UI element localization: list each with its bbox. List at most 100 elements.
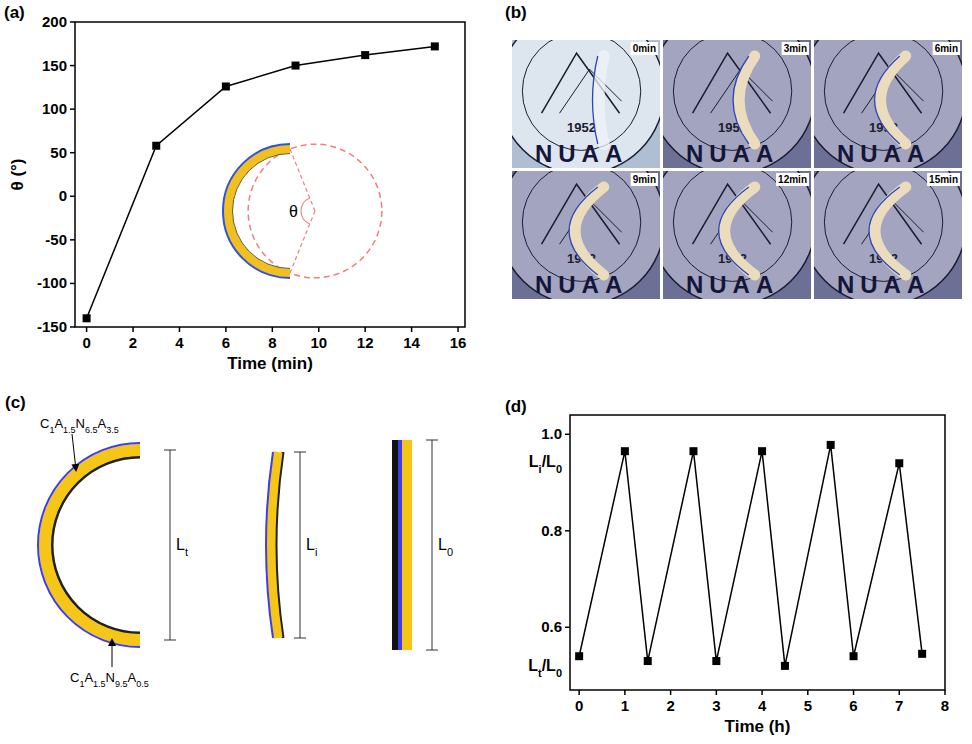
- x-tick: [457, 327, 459, 332]
- data-group: [575, 441, 926, 670]
- photo-frame: 1952NUAA: [814, 40, 962, 168]
- subscript: 3.5: [106, 425, 119, 435]
- subscript: i: [315, 546, 317, 558]
- panel-c: (c)C1A1.5N6.5A3.5C1A1.5N9.5A0.5LtLiL0: [5, 393, 453, 689]
- y-tick-label: 0: [59, 187, 67, 204]
- data-group: [83, 42, 439, 322]
- emblem: [814, 40, 962, 168]
- strip-edge: [733, 56, 749, 144]
- x-tick: [411, 327, 413, 332]
- pointer-arrow: [112, 640, 113, 667]
- data-point: [361, 51, 369, 59]
- y-tick-label: 200: [42, 13, 67, 30]
- y-tick-label: -50: [45, 231, 67, 248]
- text-run: N: [76, 416, 85, 431]
- time-label: 0min: [633, 43, 656, 54]
- y-tick-label: -100: [37, 274, 67, 291]
- dimension-cap: [164, 640, 176, 641]
- strip-edge: [569, 187, 598, 275]
- y-tick: [565, 434, 570, 436]
- photo-frame: 1952NUAA: [814, 171, 962, 299]
- text-run: L: [529, 453, 539, 470]
- data-point: [918, 650, 926, 658]
- y-tick: [70, 196, 75, 198]
- text-run: L: [546, 453, 556, 470]
- x-tick-label: 6: [849, 697, 857, 714]
- data-point: [644, 657, 652, 665]
- inset-diagram: θ: [223, 144, 382, 278]
- emblem: [663, 171, 811, 299]
- data-point: [222, 82, 230, 90]
- dimension-cap: [294, 452, 306, 453]
- emblem: [512, 171, 660, 299]
- emblem: [663, 40, 811, 168]
- strip-dark: [392, 440, 398, 650]
- subscript: 0.5: [136, 679, 149, 689]
- emblem-text: NUAA: [837, 140, 930, 167]
- strip-blue: [266, 452, 273, 638]
- strip-edge: [593, 56, 598, 144]
- theta-label: θ: [289, 203, 298, 220]
- data-point: [575, 652, 583, 660]
- ratio-label: Lt/L0: [528, 657, 562, 679]
- subscript: 9.5: [115, 679, 128, 689]
- data-point: [827, 441, 835, 449]
- dashed-circle: [248, 144, 382, 278]
- y-tick-label: 150: [42, 57, 67, 74]
- dimension-line: [432, 440, 433, 650]
- subscript: t: [185, 546, 188, 558]
- emblem: [512, 40, 660, 168]
- x-tick-label: 8: [268, 334, 276, 351]
- strip-edge: [232, 154, 290, 269]
- panel-b: (b)1952NUAA0min1952NUAA3min1952NUAA6min1…: [499, 3, 967, 305]
- x-tick-label: 5: [804, 697, 812, 714]
- dimension-cap: [164, 450, 176, 451]
- time-label-bg: [782, 42, 809, 55]
- x-tick: [761, 690, 763, 695]
- length-label: L0: [438, 536, 453, 558]
- strip-blue: [38, 443, 140, 647]
- photo-frame: 1952NUAA: [512, 40, 660, 168]
- dimension-cap: [294, 638, 306, 639]
- x-tick: [670, 690, 672, 695]
- y-tick: [70, 21, 75, 23]
- x-tick-label: 2: [666, 697, 674, 714]
- data-point: [781, 662, 789, 670]
- dimension-line: [170, 450, 171, 640]
- data-point: [292, 62, 300, 70]
- strip: [725, 187, 755, 275]
- y-tick-label: 1.0: [541, 425, 562, 442]
- x-tick: [225, 327, 227, 332]
- strip-yellow: [45, 450, 140, 640]
- figure: 0246810121416-150-100-50050100150200Time…: [0, 0, 972, 744]
- x-tick: [899, 690, 901, 695]
- panel-label: (a): [4, 3, 25, 22]
- data-point: [152, 142, 160, 150]
- time-label: 15min: [929, 174, 958, 185]
- y-tick: [70, 239, 75, 241]
- subscript: 0: [556, 667, 562, 679]
- emblem-text: NUAA: [686, 140, 779, 167]
- emblem: [814, 171, 962, 299]
- text-run: A: [84, 670, 93, 685]
- layer-label: C1A1.5N9.5A0.5: [70, 670, 149, 689]
- strip: [875, 187, 906, 275]
- subscript: 0: [447, 546, 453, 558]
- emblem-text: NUAA: [686, 271, 779, 298]
- panel-label: (c): [5, 393, 26, 412]
- emblem-year: 1952: [567, 120, 596, 135]
- strip-yellow: [271, 452, 278, 638]
- emblem-ring: [673, 40, 791, 150]
- x-tick-label: 14: [403, 334, 420, 351]
- x-tick-label: 2: [129, 334, 137, 351]
- data-point: [83, 314, 91, 322]
- x-tick: [578, 690, 580, 695]
- x-tick: [179, 327, 181, 332]
- x-tick-label: 7: [895, 697, 903, 714]
- emblem-mountain: [560, 69, 622, 113]
- panel-label: (d): [505, 397, 527, 416]
- strip-edge: [875, 56, 900, 144]
- layer-label: C1A1.5N6.5A3.5: [40, 416, 119, 435]
- length-label: Lt: [176, 536, 188, 558]
- text-run: L: [528, 657, 538, 674]
